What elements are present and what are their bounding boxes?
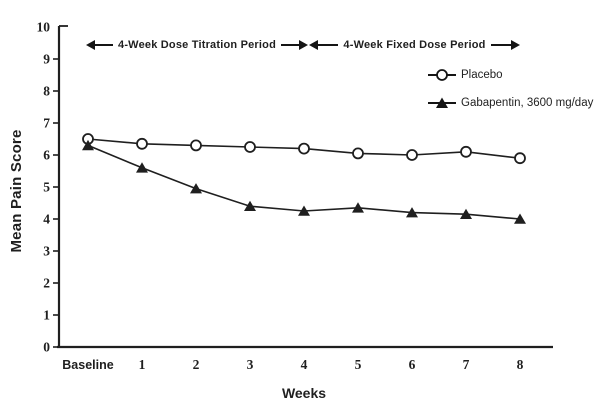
y-tick-label: 5 <box>43 180 50 195</box>
x-axis-title: Weeks <box>281 385 327 401</box>
data-point-marker <box>460 208 472 219</box>
y-tick-label: 4 <box>43 212 50 227</box>
arrow-left-icon <box>309 40 318 50</box>
data-point-marker <box>244 200 256 211</box>
legend-label-gabapentin: Gabapentin, 3600 mg/day <box>461 97 594 109</box>
arrow-line <box>490 44 511 46</box>
x-tick-label: 8 <box>517 357 524 372</box>
arrow-line <box>281 44 300 46</box>
x-tick-label: 3 <box>247 357 254 372</box>
open-circle-marker-icon <box>428 69 456 81</box>
arrow-right-icon <box>299 40 309 50</box>
y-tick-label: 9 <box>43 52 50 67</box>
data-point-marker <box>136 137 148 150</box>
legend-item-placebo: Placebo <box>426 67 593 83</box>
data-point-marker <box>298 205 310 216</box>
y-tick-label: 0 <box>43 340 50 355</box>
legend-item-gabapentin: Gabapentin, 3600 mg/day <box>426 95 593 111</box>
y-tick-label: 3 <box>43 244 50 259</box>
x-tick-label: 6 <box>409 357 416 372</box>
arrow-line <box>95 44 113 46</box>
x-tick-label: 5 <box>355 357 362 372</box>
data-point-marker <box>190 139 202 152</box>
data-point-marker <box>190 183 202 194</box>
data-point-marker <box>406 149 418 161</box>
data-point-marker <box>82 139 94 151</box>
fixed-dose-period-label: 4-Week Fixed Dose Period <box>343 39 486 51</box>
y-axis-title: Mean Pain Score <box>8 129 25 253</box>
dose-titration-period-annotation: 4-Week Dose Titration Period <box>86 39 309 51</box>
data-point-marker <box>244 141 256 153</box>
x-tick-label: 7 <box>463 357 470 372</box>
y-tick-label: 2 <box>43 276 50 291</box>
y-tick-label: 8 <box>43 84 50 99</box>
y-tick-label: 6 <box>43 148 50 163</box>
data-point-marker <box>406 207 418 218</box>
x-tick-label: 2 <box>193 357 200 372</box>
data-point-marker <box>460 145 472 158</box>
fixed-dose-period-annotation: 4-Week Fixed Dose Period <box>309 39 520 51</box>
y-tick-label: 7 <box>43 116 50 131</box>
arrow-line <box>318 44 339 46</box>
arrow-right-icon <box>511 40 520 50</box>
x-tick-label: 4 <box>301 357 308 372</box>
data-point-marker <box>298 142 310 155</box>
data-point-marker <box>136 162 148 173</box>
data-point-marker <box>514 213 526 224</box>
x-tick-label: 1 <box>139 357 146 372</box>
filled-triangle-marker-icon <box>428 97 456 108</box>
dose-titration-period-label: 4-Week Dose Titration Period <box>118 39 277 51</box>
data-point-marker <box>514 152 526 165</box>
x-tick-label: Baseline <box>62 358 113 372</box>
legend-label-placebo: Placebo <box>461 69 503 81</box>
data-point-marker <box>352 202 364 213</box>
arrow-left-icon <box>86 40 95 50</box>
legend: Placebo Gabapentin, 3600 mg/day <box>426 67 593 123</box>
y-tick-label: 1 <box>43 308 50 323</box>
y-tick-label: 10 <box>37 20 51 35</box>
data-point-marker <box>352 147 364 160</box>
